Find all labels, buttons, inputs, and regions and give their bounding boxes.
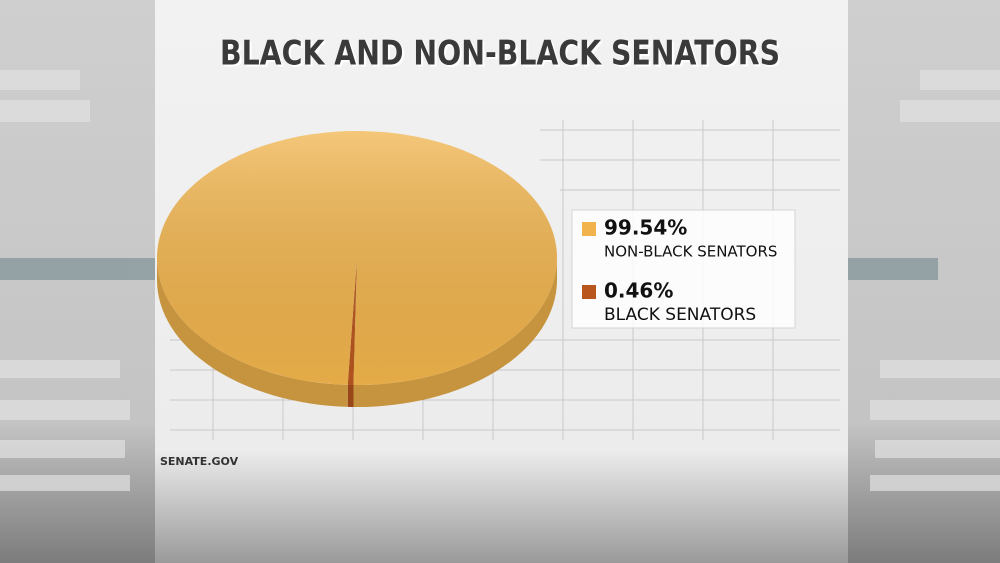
side-stripes <box>0 70 1000 491</box>
legend-swatch <box>582 222 596 236</box>
legend <box>571 209 796 329</box>
pie-slice-side <box>347 384 354 407</box>
legend-label: NON-BLACK SENATORS <box>604 243 777 261</box>
source: SENATE.GOV <box>160 455 239 468</box>
pie-slice <box>157 130 558 385</box>
legend-label: BLACK SENATORS <box>604 305 756 325</box>
legend-swatch <box>582 285 596 299</box>
legend-items: 99.54% NON-BLACK SENATORS 0.46%BLACK SENAT… <box>582 216 777 325</box>
legend-value: 99.54% <box>604 216 687 240</box>
chart-title: BLACK AND NON-BLACK SENATORS <box>220 34 780 74</box>
chart-title-shadow: BLACK AND NON-BLACK SENATORS <box>222 36 782 76</box>
pie <box>157 130 558 407</box>
legend-value: 0.46% <box>604 279 673 303</box>
